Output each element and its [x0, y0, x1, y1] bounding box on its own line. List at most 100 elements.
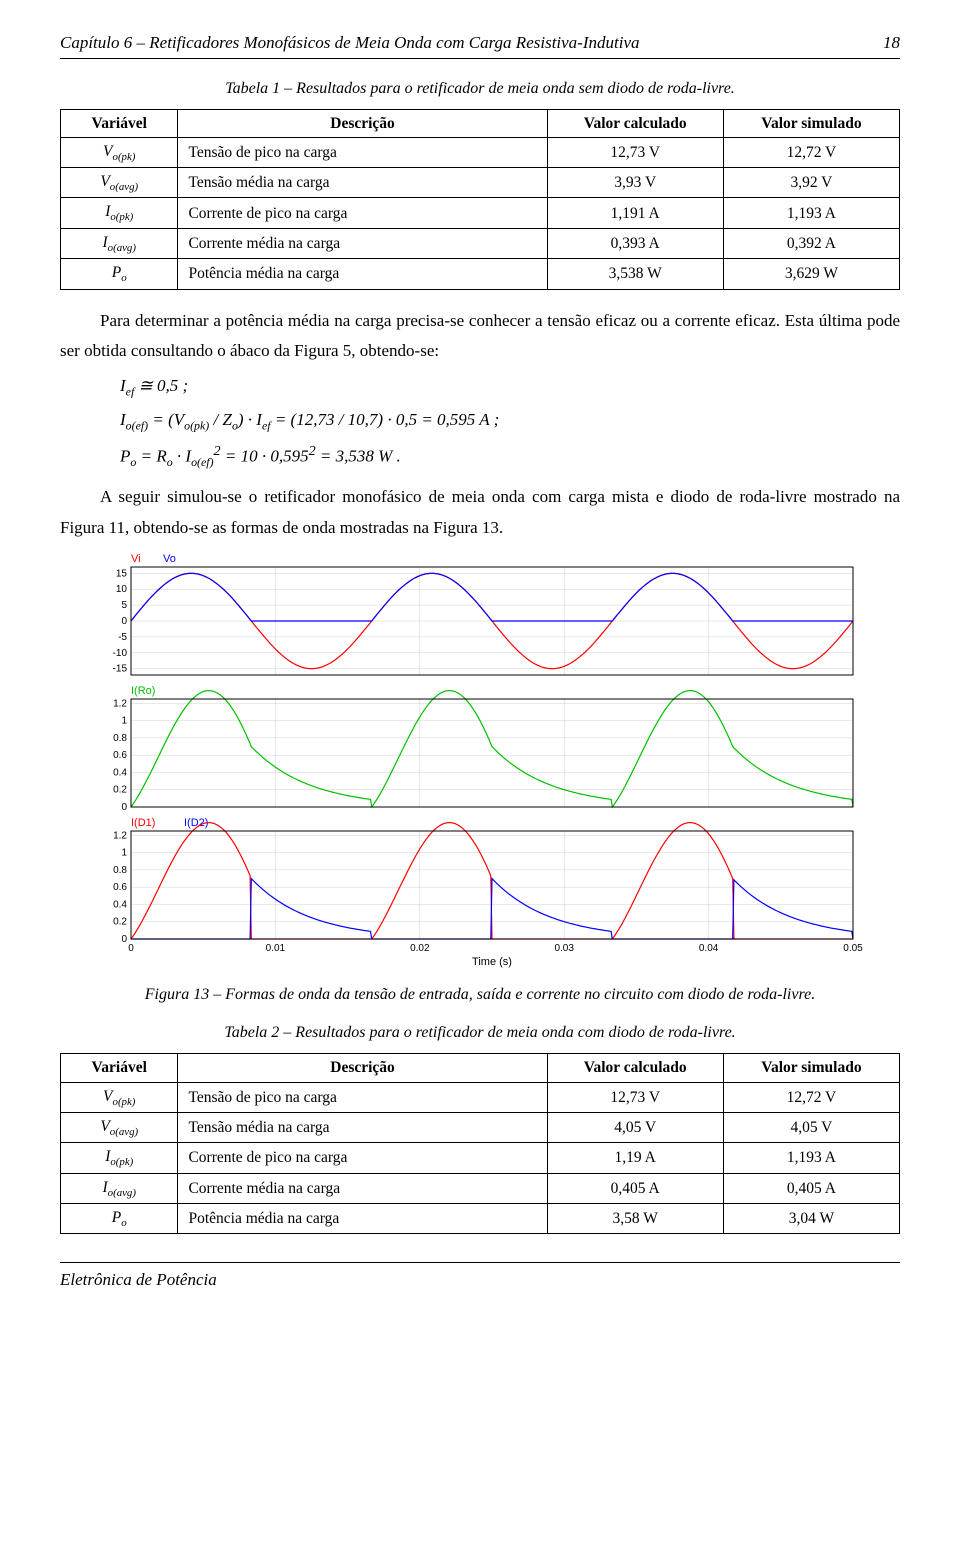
table-cell: Vo(avg) [61, 1112, 178, 1142]
table-row: Vo(pk)Tensão de pico na carga12,73 V12,7… [61, 1082, 900, 1112]
table-cell: 4,05 V [723, 1112, 899, 1142]
table-row: Io(avg)Corrente média na carga0,393 A0,3… [61, 228, 900, 258]
svg-text:I(Ro): I(Ro) [131, 685, 155, 697]
table-cell: 12,72 V [723, 1082, 899, 1112]
table-cell: Io(pk) [61, 198, 178, 228]
table-header: Variável [61, 1054, 178, 1082]
svg-text:0.04: 0.04 [699, 943, 719, 954]
svg-text:Vi: Vi [131, 553, 141, 565]
svg-text:1.2: 1.2 [113, 699, 127, 710]
table-cell: Po [61, 1204, 178, 1234]
table-cell: 12,73 V [547, 137, 723, 167]
table-cell: 1,191 A [547, 198, 723, 228]
page-number: 18 [883, 30, 900, 56]
table-row: Vo(avg)Tensão média na carga4,05 V4,05 V [61, 1112, 900, 1142]
table-cell: Tensão média na carga [178, 1112, 547, 1142]
page-header: Capítulo 6 – Retificadores Monofásicos d… [60, 30, 900, 59]
table-row: Io(avg)Corrente média na carga0,405 A0,4… [61, 1173, 900, 1203]
table-cell: 12,72 V [723, 137, 899, 167]
table2-caption: Tabela 2 – Resultados para o retificador… [60, 1021, 900, 1045]
table-cell: Corrente de pico na carga [178, 1143, 547, 1173]
svg-text:0.2: 0.2 [113, 785, 127, 796]
table-cell: Potência média na carga [178, 259, 547, 289]
table-cell: Tensão de pico na carga [178, 1082, 547, 1112]
svg-text:0.03: 0.03 [554, 943, 574, 954]
table-cell: Corrente média na carga [178, 1173, 547, 1203]
svg-text:0.8: 0.8 [113, 865, 127, 876]
table-cell: Corrente de pico na carga [178, 198, 547, 228]
table2: VariávelDescriçãoValor calculadoValor si… [60, 1053, 900, 1234]
table-cell: 0,405 A [547, 1173, 723, 1203]
table-header: Valor simulado [723, 1054, 899, 1082]
table-cell: Corrente média na carga [178, 228, 547, 258]
table-cell: 1,193 A [723, 198, 899, 228]
table-row: Io(pk)Corrente de pico na carga1,19 A1,1… [61, 1143, 900, 1173]
table-row: Vo(avg)Tensão média na carga3,93 V3,92 V [61, 168, 900, 198]
svg-text:0: 0 [121, 802, 127, 813]
table-cell: 3,629 W [723, 259, 899, 289]
svg-text:0.01: 0.01 [266, 943, 286, 954]
table-header: Variável [61, 109, 178, 137]
figure13-caption: Figura 13 – Formas de onda da tensão de … [60, 983, 900, 1007]
table-header: Descrição [178, 1054, 547, 1082]
table1-caption: Tabela 1 – Resultados para o retificador… [60, 77, 900, 101]
svg-text:10: 10 [116, 585, 128, 596]
table1: VariávelDescriçãoValor calculadoValor si… [60, 109, 900, 290]
table-row: Vo(pk)Tensão de pico na carga12,73 V12,7… [61, 137, 900, 167]
table-row: Io(pk)Corrente de pico na carga1,191 A1,… [61, 198, 900, 228]
svg-text:1: 1 [121, 716, 127, 727]
table-cell: 0,392 A [723, 228, 899, 258]
table-cell: 0,393 A [547, 228, 723, 258]
table-cell: Po [61, 259, 178, 289]
table-cell: Vo(avg) [61, 168, 178, 198]
equation-3: Po = Ro · Io(ef)2 = 10 · 0,5952 = 3,538 … [120, 441, 900, 472]
svg-text:Vo: Vo [163, 553, 176, 565]
table-cell: 3,58 W [547, 1204, 723, 1234]
table-cell: 3,04 W [723, 1204, 899, 1234]
table-cell: Io(pk) [61, 1143, 178, 1173]
svg-text:0: 0 [121, 934, 127, 945]
equation-2: Io(ef) = (Vo(pk) / Zo) · Ief = (12,73 / … [120, 407, 900, 435]
table-header: Descrição [178, 109, 547, 137]
table-row: PoPotência média na carga3,538 W3,629 W [61, 259, 900, 289]
svg-text:-15: -15 [113, 664, 128, 675]
svg-text:0: 0 [128, 943, 134, 954]
table-cell: Vo(pk) [61, 137, 178, 167]
footer: Eletrônica de Potência [60, 1262, 900, 1293]
table-row: PoPotência média na carga3,58 W3,04 W [61, 1204, 900, 1234]
table-cell: Tensão de pico na carga [178, 137, 547, 167]
svg-text:0.6: 0.6 [113, 882, 127, 893]
table-cell: 1,193 A [723, 1143, 899, 1173]
svg-text:Time (s): Time (s) [472, 956, 512, 968]
svg-text:0.02: 0.02 [410, 943, 430, 954]
svg-text:-5: -5 [118, 632, 127, 643]
svg-text:0.6: 0.6 [113, 750, 127, 761]
table-cell: 3,538 W [547, 259, 723, 289]
table-header: Valor calculado [547, 109, 723, 137]
paragraph-1: Para determinar a potência média na carg… [60, 306, 900, 367]
table-cell: Potência média na carga [178, 1204, 547, 1234]
svg-text:0.4: 0.4 [113, 900, 127, 911]
table-cell: Vo(pk) [61, 1082, 178, 1112]
table-cell: Io(avg) [61, 1173, 178, 1203]
svg-text:15: 15 [116, 569, 128, 580]
svg-text:-10: -10 [113, 648, 128, 659]
table-cell: 3,92 V [723, 168, 899, 198]
table-cell: 12,73 V [547, 1082, 723, 1112]
svg-text:1: 1 [121, 848, 127, 859]
svg-text:1.2: 1.2 [113, 831, 127, 842]
table-cell: 3,93 V [547, 168, 723, 198]
table-cell: 0,405 A [723, 1173, 899, 1203]
svg-text:I(D1): I(D1) [131, 817, 155, 829]
svg-text:0.4: 0.4 [113, 768, 127, 779]
svg-text:0: 0 [121, 616, 127, 627]
table-cell: Tensão média na carga [178, 168, 547, 198]
svg-text:5: 5 [121, 600, 127, 611]
svg-text:0.05: 0.05 [843, 943, 863, 954]
svg-text:0.2: 0.2 [113, 917, 127, 928]
table-cell: Io(avg) [61, 228, 178, 258]
table-header: Valor calculado [547, 1054, 723, 1082]
table-cell: 4,05 V [547, 1112, 723, 1142]
equation-1: Ief ≅ 0,5 ; [120, 373, 900, 401]
table-cell: 1,19 A [547, 1143, 723, 1173]
